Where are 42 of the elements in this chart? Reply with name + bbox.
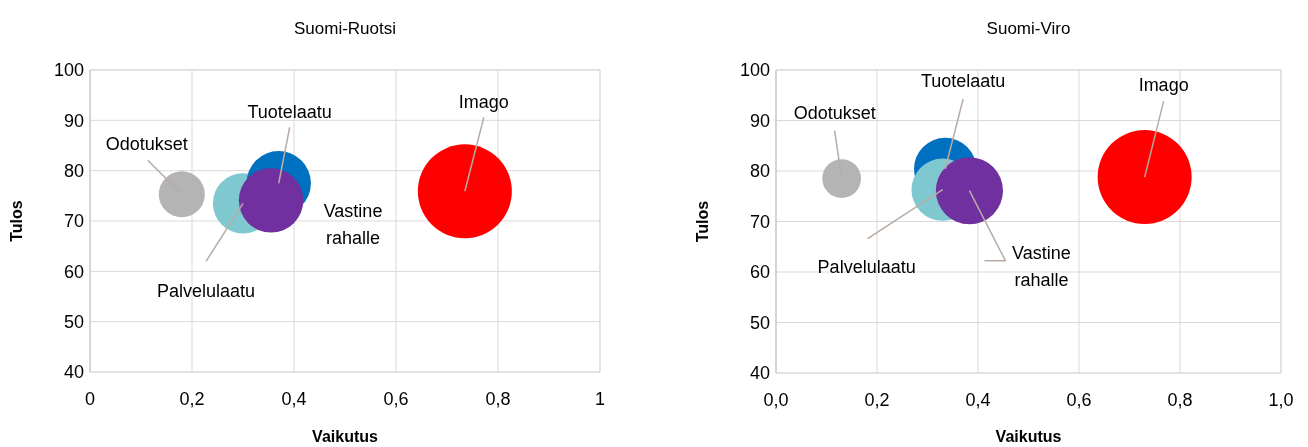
text: Palvelulaatu	[156, 280, 256, 301]
x-tick-label: 0,4	[281, 389, 307, 409]
chart-title: Suomi-Viro	[986, 19, 1071, 38]
x-axis-title: Vaikutus	[995, 428, 1062, 445]
y-tick-label: 90	[63, 110, 84, 131]
x-tick-label: 0,0	[763, 390, 789, 410]
x-tick-label: 0,6	[383, 389, 409, 409]
y-tick-label: 70	[63, 211, 84, 232]
text: Odotukset	[793, 102, 876, 123]
x-axis-title: Vaikutus	[312, 428, 378, 445]
y-axis-title: Tulos	[8, 200, 25, 242]
x-tick-label: 1,0	[1268, 390, 1294, 410]
text: Tuotelaatu	[247, 101, 332, 122]
y-tick-label: 100	[739, 60, 770, 81]
x-tick-label: 0,8	[1167, 390, 1193, 410]
x-tick-label: 0,8	[485, 389, 511, 409]
y-tick-label: 100	[53, 60, 84, 81]
y-tick-label: 50	[749, 312, 770, 333]
x-tick-label: 1	[594, 389, 606, 409]
y-tick-label: 90	[749, 110, 770, 131]
series-label: Odotukset	[105, 133, 188, 154]
chart-title: Suomi-Ruotsi	[293, 19, 397, 38]
series-label: Vastine rahalle	[323, 200, 383, 248]
series-label: Vastine rahalle	[1012, 242, 1071, 290]
y-axis-title: Tulos	[694, 200, 711, 243]
text: Palvelulaatu	[817, 256, 916, 277]
x-tick-label: 0	[84, 389, 96, 409]
x-tick-label: 0,2	[864, 390, 890, 410]
y-tick-label: 60	[63, 261, 84, 282]
series-label: Imago	[1138, 75, 1189, 96]
y-tick-label: 80	[749, 161, 770, 182]
y-tick-label: 60	[749, 262, 770, 283]
x-tick-label: 0,2	[179, 389, 205, 409]
x-tick-label: 0,6	[1066, 390, 1092, 410]
series-label: Imago	[458, 91, 509, 112]
y-tick-label: 80	[63, 160, 84, 181]
y-tick-label: 70	[749, 211, 770, 232]
text: Tuotelaatu	[920, 71, 1006, 92]
y-tick-label: 40	[63, 362, 84, 383]
y-tick-label: 50	[63, 311, 84, 332]
y-tick-label: 40	[749, 363, 770, 384]
x-tick-label: 0,4	[965, 390, 991, 410]
